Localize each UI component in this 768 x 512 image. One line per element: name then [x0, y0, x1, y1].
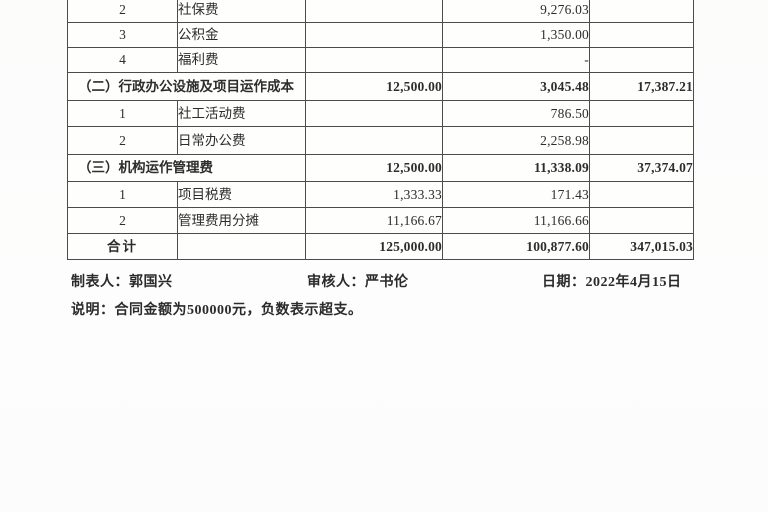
- note-label: 说明：: [71, 303, 115, 318]
- reviewer-label: 审核人：: [307, 275, 365, 290]
- cell-amount-3: 37,374.07: [589, 154, 694, 182]
- date-value: 2022年4月15日: [585, 275, 682, 290]
- note-line: 说明：合同金额为500000元，负数表示超支。: [71, 299, 363, 319]
- cell-total-label: 合计: [67, 233, 178, 260]
- cell-amount-2: 171.43: [442, 181, 590, 208]
- table-row: 1 项目税费 1,333.33 171.43: [67, 181, 694, 208]
- cell-amount-2: 11,338.09: [442, 154, 590, 182]
- cell-amount-1: 1,333.33: [305, 181, 443, 208]
- cell-amount-2: 2,258.98: [442, 126, 590, 155]
- cell-category-label: （二）行政办公设施及项目运作成本: [67, 72, 306, 101]
- table-row: 2 日常办公费 2,258.98: [67, 126, 694, 155]
- cell-seq: 2: [67, 126, 178, 155]
- cell-seq: 1: [67, 100, 178, 127]
- cell-amount-1: 12,500.00: [305, 72, 443, 101]
- cell-amount-2: 1,350.00: [442, 22, 590, 48]
- cell-amount-2: 786.50: [442, 100, 590, 127]
- cell-seq: 2: [67, 0, 178, 23]
- cell-amount-2: 11,166.66: [442, 207, 590, 234]
- cell-seq: 3: [67, 22, 178, 48]
- cell-seq: 4: [67, 47, 178, 73]
- cell-amount-3: [589, 47, 694, 73]
- cell-item-name: 公积金: [177, 22, 306, 48]
- cell-amount-3: [589, 126, 694, 155]
- cell-amount-2: 3,045.48: [442, 72, 590, 101]
- cell-item-name: 社保费: [177, 0, 306, 23]
- cell-amount-2: -: [442, 47, 590, 73]
- preparer-name: 郭国兴: [129, 275, 173, 290]
- cell-item-name: 管理费用分摊: [177, 207, 306, 234]
- expense-table: 2 社保费 9,276.03 3 公积金 1,350.00 4 福利费 -: [67, 0, 694, 260]
- preparer-line: 制表人：郭国兴: [71, 271, 173, 291]
- cell-amount-1: 125,000.00: [305, 233, 443, 260]
- total-row: 合计 125,000.00 100,877.60 347,015.03: [67, 233, 694, 260]
- cell-amount-1: 12,500.00: [305, 154, 443, 182]
- cell-amount-1: [305, 100, 443, 127]
- table-row: 2 社保费 9,276.03: [67, 0, 694, 23]
- cell-amount-3: [589, 207, 694, 234]
- cell-amount-2: 100,877.60: [442, 233, 590, 260]
- cell-amount-3: 17,387.21: [589, 72, 694, 101]
- cell-amount-1: [305, 22, 443, 48]
- cell-amount-3: 347,015.03: [589, 233, 694, 260]
- cell-amount-3: [589, 0, 694, 23]
- cell-amount-1: 11,166.67: [305, 207, 443, 234]
- cell-amount-2: 9,276.03: [442, 0, 590, 23]
- reviewer-line: 审核人：严书伦: [307, 271, 409, 291]
- table-row: 3 公积金 1,350.00: [67, 22, 694, 48]
- preparer-label: 制表人：: [71, 275, 129, 290]
- category-row: （二）行政办公设施及项目运作成本 12,500.00 3,045.48 17,3…: [67, 72, 694, 101]
- table-row: 4 福利费 -: [67, 47, 694, 73]
- date-label: 日期：: [542, 275, 586, 290]
- cell-amount-1: [305, 126, 443, 155]
- table-row: 2 管理费用分摊 11,166.67 11,166.66: [67, 207, 694, 234]
- cell-amount-1: [305, 0, 443, 23]
- date-line: 日期：2022年4月15日: [542, 271, 682, 291]
- note-text: 合同金额为500000元，负数表示超支。: [114, 303, 363, 318]
- cell-amount-3: [589, 181, 694, 208]
- cell-item-name: 福利费: [177, 47, 306, 73]
- cell-item-name: 项目税费: [177, 181, 306, 208]
- cell-amount-3: [589, 22, 694, 48]
- cell-item-name: 日常办公费: [177, 126, 306, 155]
- cell-empty: [177, 233, 306, 260]
- cell-amount-1: [305, 47, 443, 73]
- reviewer-name: 严书伦: [365, 275, 409, 290]
- cell-seq: 1: [67, 181, 178, 208]
- cell-item-name: 社工活动费: [177, 100, 306, 127]
- cell-amount-3: [589, 100, 694, 127]
- cell-category-label: （三）机构运作管理费: [67, 154, 306, 182]
- category-row: （三）机构运作管理费 12,500.00 11,338.09 37,374.07: [67, 154, 694, 182]
- table-row: 1 社工活动费 786.50: [67, 100, 694, 127]
- cell-seq: 2: [67, 207, 178, 234]
